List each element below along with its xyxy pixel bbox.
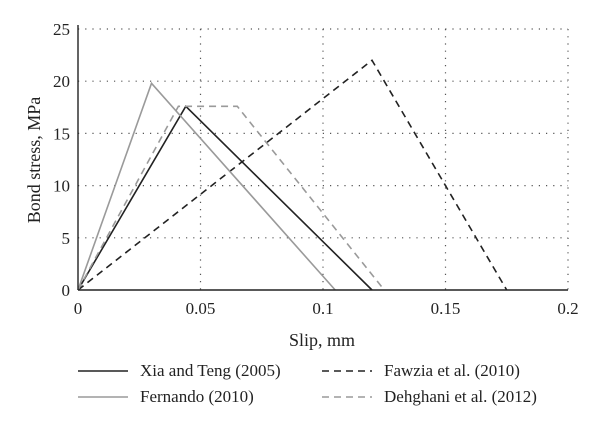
y-tick-label: 20 <box>53 72 70 91</box>
y-tick-label: 0 <box>62 281 71 300</box>
tick-labels: 0 0.05 0.1 0.15 0.2 0 5 10 15 20 25 <box>53 20 579 318</box>
x-tick-label: 0.15 <box>431 299 461 318</box>
series-line-dehghani-et-al-2012 <box>77 105 385 291</box>
series-line-fawzia-et-al-2010 <box>77 59 508 291</box>
legend-item-fernando-2010: Fernando (2010) <box>78 387 254 406</box>
legend-label: Fawzia et al. (2010) <box>384 361 520 380</box>
series-line-fernando-2010 <box>77 81 336 291</box>
legend-item-dehghani-et-al-2012: Dehghani et al. (2012) <box>322 387 537 406</box>
y-axis-label: Bond stress, MPa <box>24 97 44 224</box>
legend-item-fawzia-et-al-2010: Fawzia et al. (2010) <box>322 361 520 380</box>
legend-item-xia-and-teng-2005: Xia and Teng (2005) <box>78 361 281 380</box>
legend: Xia and Teng (2005) Fawzia et al. (2010) F… <box>78 361 537 406</box>
x-tick-label: 0.1 <box>312 299 333 318</box>
y-tick-label: 10 <box>53 177 70 196</box>
y-tick-label: 25 <box>53 20 70 39</box>
x-axis-label: Slip, mm <box>289 330 355 350</box>
axes <box>77 25 568 291</box>
series-layer <box>77 59 508 291</box>
legend-label: Fernando (2010) <box>140 387 254 406</box>
legend-label: Dehghani et al. (2012) <box>384 387 537 406</box>
x-tick-label: 0 <box>74 299 83 318</box>
x-tick-label: 0.05 <box>186 299 216 318</box>
grid-lines <box>78 28 569 290</box>
y-tick-label: 5 <box>62 229 71 248</box>
x-tick-label: 0.2 <box>557 299 578 318</box>
legend-label: Xia and Teng (2005) <box>140 361 281 380</box>
y-tick-label: 15 <box>53 124 70 143</box>
